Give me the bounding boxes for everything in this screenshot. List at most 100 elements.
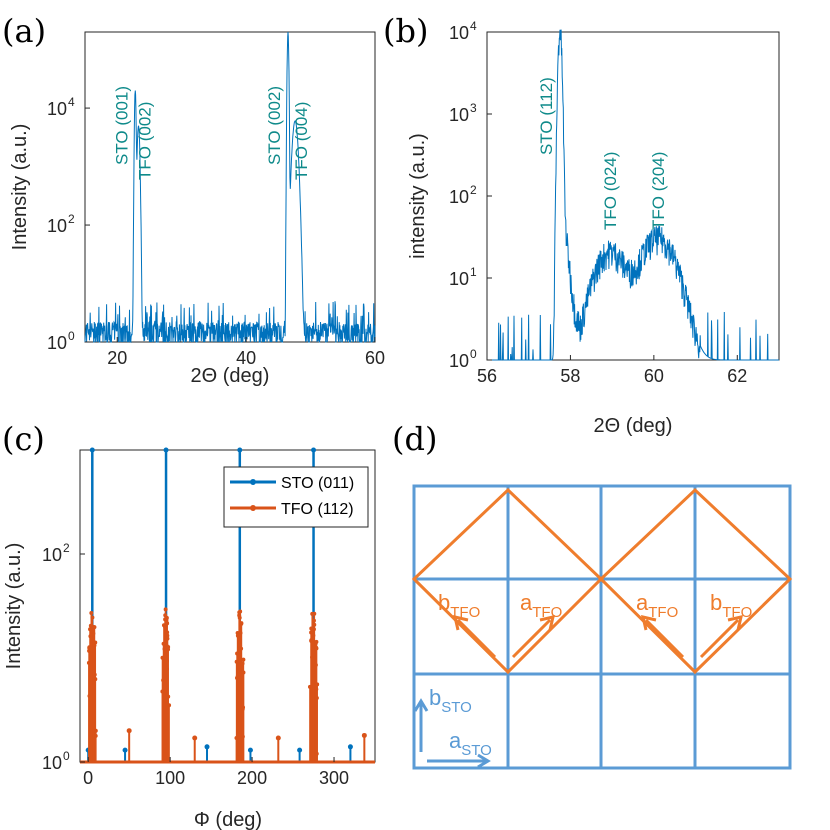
- minor-spike-marker: [204, 744, 210, 750]
- y-tick-label: 10: [449, 351, 469, 371]
- tfo-peak-marker: [88, 623, 93, 628]
- y-tick-label: 10: [449, 105, 469, 125]
- tfo-peak-marker: [314, 639, 319, 644]
- panel-label-b: (b): [383, 12, 428, 50]
- x-tick-label: 200: [237, 768, 267, 788]
- y-axis-label-a: Intensity (a.u.): [9, 124, 31, 251]
- arrow-head: [477, 753, 491, 769]
- x-tick-label: 56: [477, 366, 497, 386]
- x-tick-label: 62: [727, 366, 747, 386]
- y-tick-label: 10: [449, 187, 469, 207]
- y-tick-exponent: 2: [470, 183, 477, 197]
- x-axis-label-a: 2Θ (deg): [191, 365, 270, 387]
- xrd-curve-a: [84, 31, 376, 344]
- y-tick-exponent: 0: [68, 329, 75, 343]
- y-tick-exponent: 4: [68, 95, 75, 109]
- tfo-peak-marker: [237, 610, 242, 615]
- peak-label: TFO (002): [135, 102, 154, 180]
- legend-box: [223, 466, 369, 528]
- tfo-cell-left: [411, 487, 604, 675]
- tfo-peak-marker: [235, 633, 240, 638]
- x-tick-label: 60: [365, 348, 385, 368]
- tfo-vector-arrows: [452, 614, 744, 659]
- plot-area-b: [486, 31, 780, 361]
- peak-label: TFO (004): [292, 102, 311, 180]
- legend-marker-tfo: [250, 505, 256, 511]
- a-tfo-arrow-right: [644, 618, 685, 659]
- peak-labels-b: STO (112) TFO (024) TFO (204): [537, 77, 668, 230]
- a-sto-label: aSTO: [449, 728, 492, 759]
- arrow-head: [727, 614, 744, 631]
- plot-area-a: [84, 31, 376, 343]
- y-axis-label-c: Intensity (a.u.): [3, 543, 25, 670]
- y-tick-label: 10: [47, 216, 67, 236]
- b-tfo-label-left: bTFO: [438, 590, 480, 621]
- x-axis-label-c: Φ (deg): [194, 809, 262, 830]
- x-tick-label: 0: [83, 768, 93, 788]
- y-tick-label: 10: [449, 269, 469, 289]
- x-tick-label: 20: [107, 348, 127, 368]
- phi-scan-curves: [80, 447, 375, 764]
- peak-label: TFO (024): [601, 152, 620, 230]
- y-tick-exponent: 2: [63, 541, 70, 555]
- arrow-head: [413, 698, 429, 712]
- panel-label-d: (d): [392, 420, 437, 458]
- arrow-head: [539, 614, 556, 631]
- x-tick-label: 300: [319, 768, 349, 788]
- minor-spike-marker: [361, 732, 367, 738]
- tfo-peak-marker: [89, 610, 94, 615]
- sto-peak-marker: [237, 447, 243, 453]
- b-tfo-label-right: bTFO: [710, 590, 752, 621]
- y-tick-label: 10: [42, 753, 62, 773]
- minor-spike-marker: [347, 744, 353, 750]
- panel-d-lattice-diagram: bTFO aTFO aTFO bTFO bSTO aSTO: [411, 484, 793, 770]
- peak-label: STO (001): [112, 86, 131, 165]
- minor-spike-marker: [122, 747, 128, 753]
- sto-peak-marker: [89, 447, 95, 453]
- tfo-peak-marker: [164, 620, 169, 625]
- tfo-cell-right: [598, 487, 793, 675]
- panel-label-c: (c): [2, 420, 45, 458]
- sto-vector-arrows: [413, 698, 491, 769]
- a-tfo-label-left: aTFO: [520, 590, 562, 621]
- tfo-peak-marker: [314, 646, 319, 651]
- tfo-peak-marker: [163, 607, 168, 612]
- y-tick-exponent: 1: [470, 265, 477, 279]
- a-tfo-label-right: aTFO: [636, 590, 678, 621]
- tfo-peak-marker: [93, 728, 98, 733]
- legend-c: STO (011) TFO (112): [223, 466, 369, 528]
- x-tick-label: 100: [155, 768, 185, 788]
- tfo-peak-marker: [89, 628, 94, 633]
- panel-label-a: (a): [2, 12, 46, 50]
- a-tfo-arrow: [511, 618, 552, 659]
- peak-label: TFO (204): [649, 152, 668, 230]
- y-tick-label: 10: [449, 23, 469, 43]
- minor-spike-marker: [247, 747, 253, 753]
- sto-grid: [412, 484, 792, 770]
- minor-spike-marker: [297, 747, 303, 753]
- arrow-head: [452, 614, 469, 631]
- minor-spike-marker: [192, 735, 198, 741]
- legend-label-sto: STO (011): [281, 475, 354, 492]
- tfo-peak-marker: [311, 633, 316, 638]
- peak-labels-a: STO (001) TFO (002) STO (002) TFO (004): [112, 86, 311, 180]
- tfo-cells: [411, 487, 793, 675]
- tfo-peak-marker: [240, 661, 245, 666]
- tfo-peak-marker: [91, 631, 96, 636]
- legend-marker-sto: [250, 479, 256, 485]
- x-tick-label: 40: [236, 348, 256, 368]
- minor-spike-marker: [126, 728, 132, 734]
- tfo-peak-marker: [163, 613, 168, 618]
- tfo-peak-marker: [241, 657, 246, 662]
- minor-spike-marker: [275, 735, 281, 741]
- y-tick-exponent: 0: [63, 749, 70, 763]
- y-tick-exponent: 2: [68, 212, 75, 226]
- b-tfo-arrow-right: [699, 618, 740, 659]
- y-tick-exponent: 3: [470, 101, 477, 115]
- xrd-curve-b: [487, 29, 779, 361]
- y-axis-label-b: intensity (a.u.): [407, 133, 429, 259]
